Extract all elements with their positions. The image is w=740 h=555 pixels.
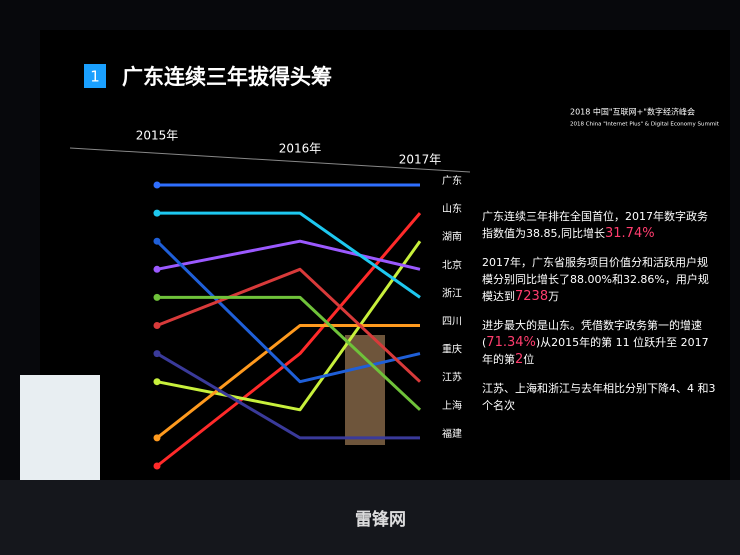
point bbox=[153, 434, 161, 442]
text: 位 bbox=[523, 353, 535, 366]
chart-title: 广东连续三年拔得头筹 bbox=[122, 65, 332, 89]
x-tick-label: 2017年 bbox=[399, 153, 442, 167]
series-line bbox=[156, 267, 422, 383]
point bbox=[153, 209, 161, 217]
highlight-text: 71.34% bbox=[486, 335, 536, 350]
stage bbox=[0, 480, 740, 555]
paragraph: 2017年，广东省服务项目价值分和活跃用户规模分别同比增长了88.00%和32.… bbox=[482, 254, 717, 305]
series-label: 北京 bbox=[442, 258, 462, 271]
series-label: 山东 bbox=[442, 202, 462, 215]
series-line bbox=[155, 240, 421, 384]
point bbox=[153, 322, 161, 329]
highlight-text: 2 bbox=[515, 352, 524, 367]
header-rule bbox=[69, 147, 471, 173]
presenter bbox=[345, 335, 385, 445]
paragraph: 江苏、上海和浙江与去年相比分别下降4、4 和3 个名次 bbox=[482, 380, 717, 414]
highlight-text: 7238 bbox=[515, 289, 549, 304]
logo-en: 2018 China "Internet Plus" & Digital Eco… bbox=[570, 122, 720, 128]
x-tick-label: 2015年 bbox=[136, 129, 179, 143]
logo-cn: 2018 中国"互联网+"数字经济峰会 bbox=[570, 107, 695, 117]
badge bbox=[84, 64, 106, 88]
point bbox=[153, 350, 161, 358]
text: 江苏、上海和浙江与去年相比分别下降4、4 和3 个名次 bbox=[482, 382, 716, 412]
point bbox=[153, 265, 161, 273]
text: )从2015年的第 11 位跃升至 2017 年的第 bbox=[482, 336, 709, 366]
series-label: 重庆 bbox=[442, 343, 462, 356]
series-label: 浙江 bbox=[442, 287, 462, 299]
series-label: 湖南 bbox=[442, 230, 462, 243]
point bbox=[153, 293, 161, 301]
paragraph: 进步最大的是山东。凭借数字政务第一的增速(71.34%)从2015年的第 11 … bbox=[482, 317, 717, 368]
text: 2017年，广东省服务项目价值分和活跃用户规模分别同比增长了88.00%和32.… bbox=[482, 256, 709, 303]
series-line bbox=[157, 211, 421, 299]
series-label: 广东 bbox=[442, 174, 462, 187]
highlight-text: 31.74% bbox=[605, 226, 655, 241]
point bbox=[153, 378, 161, 386]
series-line bbox=[156, 240, 422, 412]
point bbox=[153, 181, 161, 189]
series-line bbox=[156, 324, 420, 440]
text: 进步最大的是山东。凭借数字政务第一的增速( bbox=[482, 319, 702, 349]
x-tick-label: 2016年 bbox=[279, 142, 322, 156]
text: 万 bbox=[548, 290, 560, 303]
series-label: 四川 bbox=[442, 317, 462, 328]
text: 广东连续三年排在全国首位，2017年数字政务指数值为38.85,同比增长 bbox=[482, 210, 708, 240]
series-label: 江苏 bbox=[442, 371, 462, 384]
paragraph: 广东连续三年排在全国首位，2017年数字政务指数值为38.85,同比增长31.7… bbox=[482, 208, 717, 242]
point bbox=[153, 237, 161, 245]
series-line bbox=[156, 352, 420, 440]
series-label: 上海 bbox=[442, 399, 462, 412]
series-line bbox=[156, 239, 421, 271]
point bbox=[153, 462, 161, 470]
badge-number: 1 bbox=[90, 68, 100, 86]
notes: 广东连续三年排在全国首位，2017年数字政务指数值为38.85,同比增长31.7… bbox=[482, 208, 717, 426]
watermark: 雷锋网 bbox=[355, 509, 406, 530]
series-label: 福建 bbox=[442, 427, 462, 440]
series-line bbox=[157, 295, 422, 411]
